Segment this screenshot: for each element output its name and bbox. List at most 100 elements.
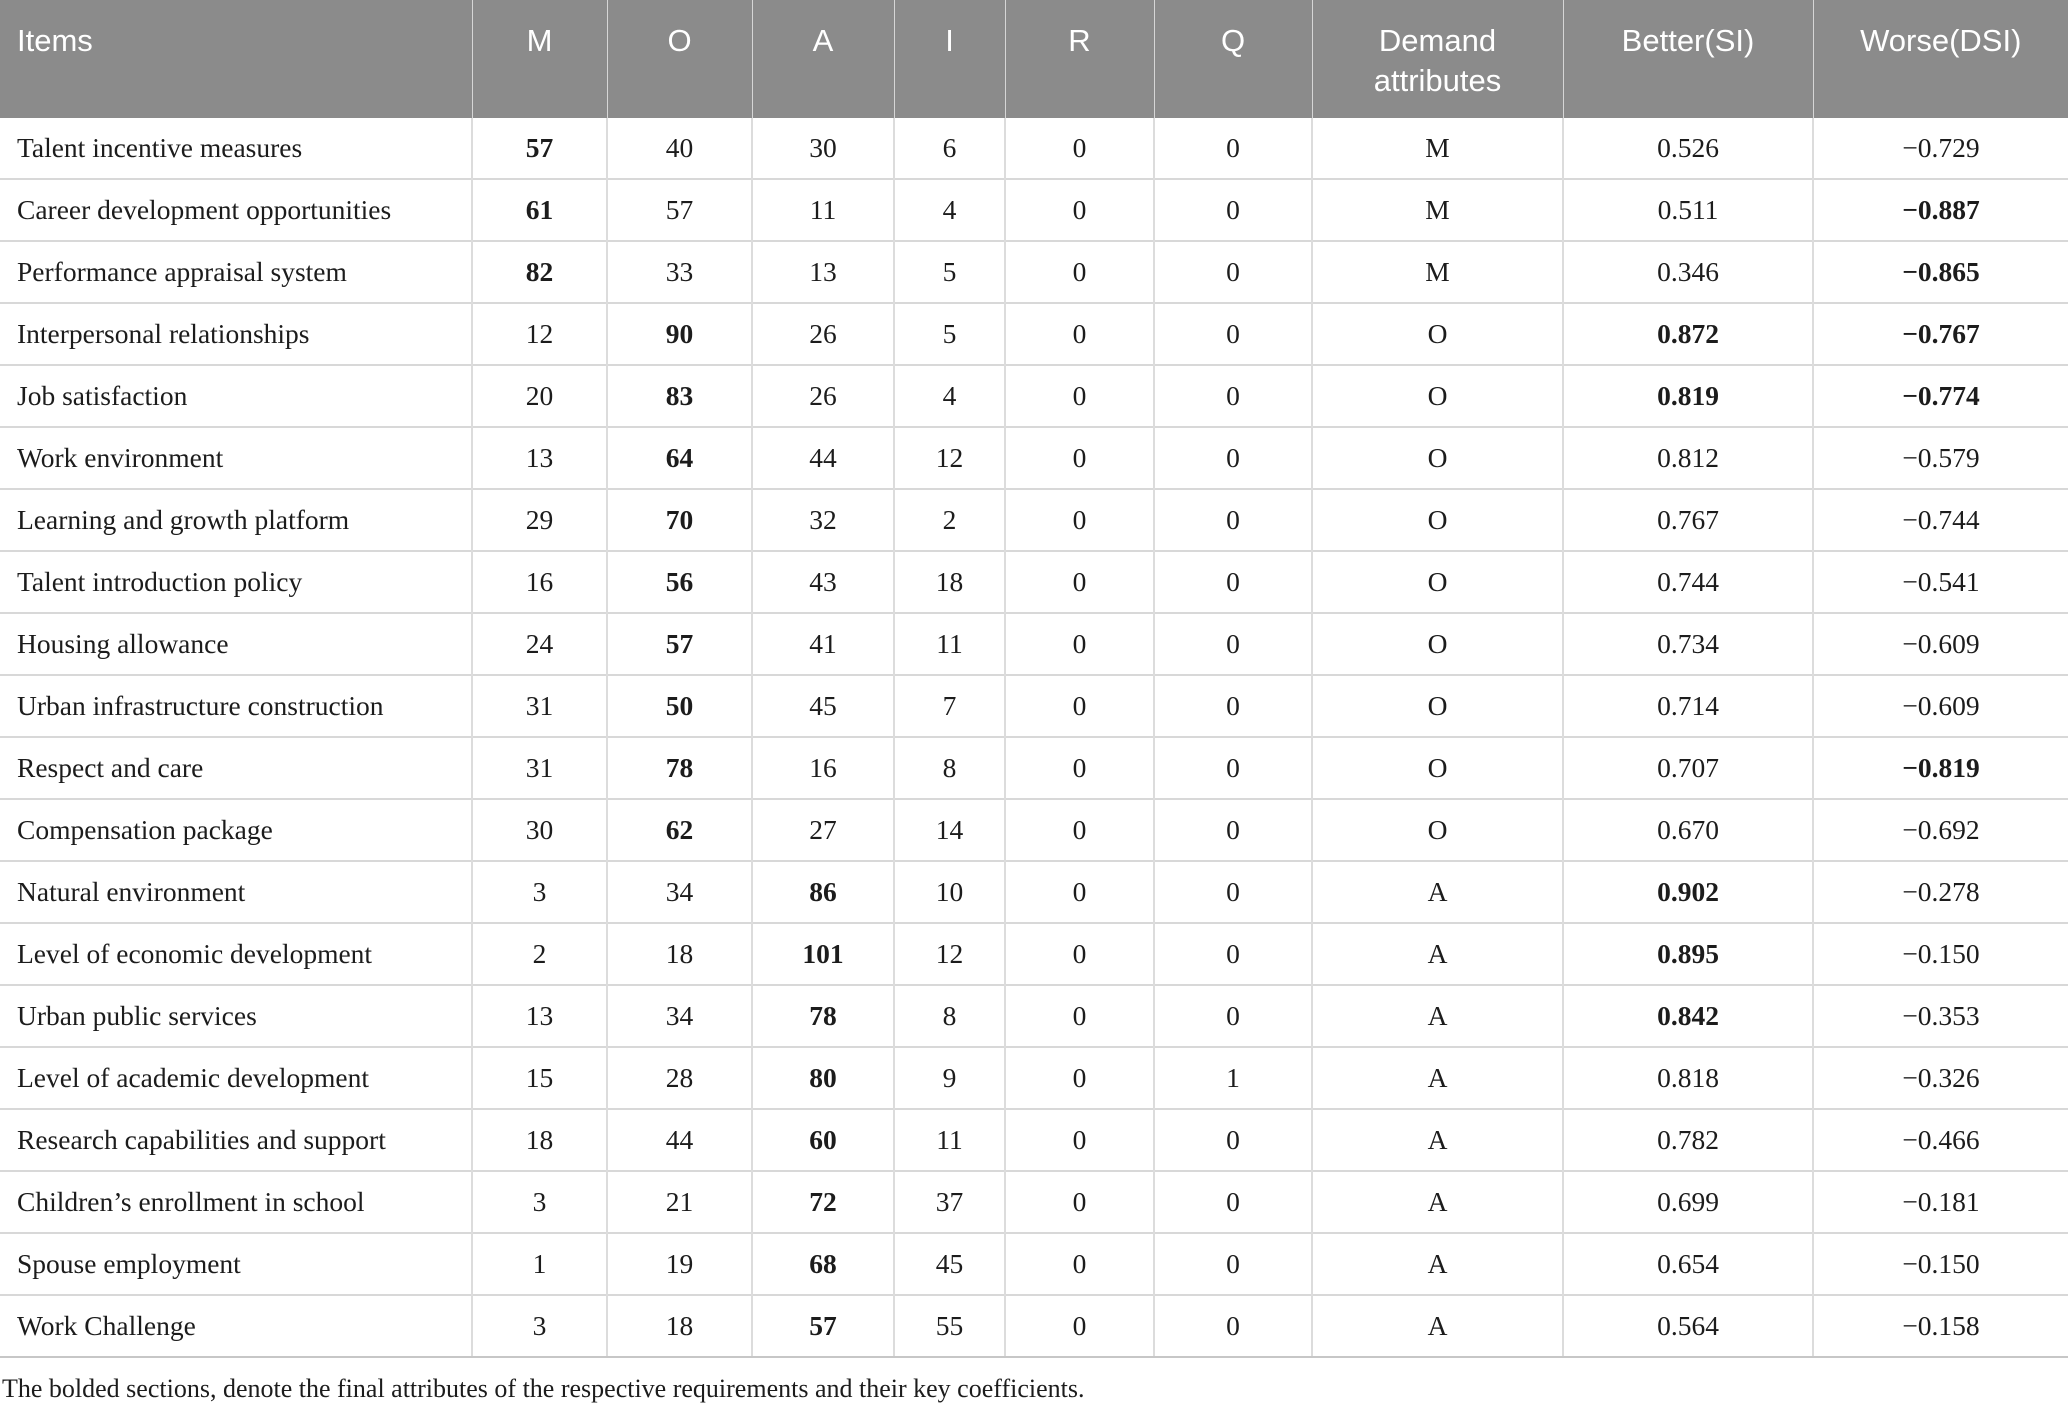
cell-a: 72 xyxy=(751,1170,894,1233)
cell-a: 13 xyxy=(751,240,894,303)
column-header-q: Q xyxy=(1153,0,1312,118)
cell-attr: M xyxy=(1311,178,1563,241)
cell-attr: M xyxy=(1311,240,1563,303)
cell-i: 8 xyxy=(893,984,1005,1047)
cell-attr: O xyxy=(1311,488,1563,551)
cell-i: 9 xyxy=(893,1046,1005,1109)
table-row: Learning and growth platform 29 70 32 2 0 0 O 0.… xyxy=(0,488,2068,551)
cell-r: 0 xyxy=(1004,922,1154,985)
column-header-demand-attributes: Demand attributes xyxy=(1311,0,1563,118)
cell-i: 11 xyxy=(893,612,1005,675)
cell-a: 32 xyxy=(751,488,894,551)
cell-attr: A xyxy=(1311,860,1563,923)
cell-item: Housing allowance xyxy=(0,612,472,675)
cell-m: 20 xyxy=(471,364,607,427)
cell-q: 0 xyxy=(1153,118,1312,179)
cell-a: 45 xyxy=(751,674,894,737)
cell-o: 83 xyxy=(606,364,752,427)
cell-a: 26 xyxy=(751,302,894,365)
cell-worse: −0.541 xyxy=(1812,550,2068,613)
cell-better: 0.744 xyxy=(1562,550,1813,613)
cell-a: 43 xyxy=(751,550,894,613)
cell-better: 0.564 xyxy=(1562,1294,1813,1358)
cell-better: 0.872 xyxy=(1562,302,1813,365)
cell-q: 0 xyxy=(1153,1294,1312,1358)
cell-o: 19 xyxy=(606,1232,752,1295)
cell-attr: O xyxy=(1311,550,1563,613)
cell-better: 0.511 xyxy=(1562,178,1813,241)
cell-i: 4 xyxy=(893,178,1005,241)
cell-o: 28 xyxy=(606,1046,752,1109)
cell-m: 13 xyxy=(471,426,607,489)
cell-q: 0 xyxy=(1153,488,1312,551)
cell-i: 18 xyxy=(893,550,1005,613)
table-row: Spouse employment 1 19 68 45 0 0 A 0.654 −0.150 xyxy=(0,1232,2068,1295)
cell-r: 0 xyxy=(1004,1232,1154,1295)
cell-attr: A xyxy=(1311,922,1563,985)
cell-attr: A xyxy=(1311,1108,1563,1171)
cell-i: 10 xyxy=(893,860,1005,923)
cell-a: 26 xyxy=(751,364,894,427)
cell-i: 5 xyxy=(893,302,1005,365)
cell-a: 41 xyxy=(751,612,894,675)
cell-m: 29 xyxy=(471,488,607,551)
cell-attr: A xyxy=(1311,1046,1563,1109)
cell-q: 0 xyxy=(1153,364,1312,427)
cell-worse: −0.774 xyxy=(1812,364,2068,427)
cell-i: 2 xyxy=(893,488,1005,551)
cell-better: 0.818 xyxy=(1562,1046,1813,1109)
cell-q: 0 xyxy=(1153,798,1312,861)
cell-worse: −0.181 xyxy=(1812,1170,2068,1233)
table-row: Talent introduction policy 16 56 43 18 0 0 O 0.7… xyxy=(0,550,2068,613)
cell-q: 0 xyxy=(1153,302,1312,365)
cell-m: 18 xyxy=(471,1108,607,1171)
cell-o: 90 xyxy=(606,302,752,365)
cell-r: 0 xyxy=(1004,984,1154,1047)
cell-item: Research capabilities and support xyxy=(0,1108,472,1171)
cell-r: 0 xyxy=(1004,118,1154,179)
cell-i: 37 xyxy=(893,1170,1005,1233)
cell-m: 1 xyxy=(471,1232,607,1295)
table-row: Interpersonal relationships 12 90 26 5 0 0 O 0.8… xyxy=(0,302,2068,365)
cell-a: 80 xyxy=(751,1046,894,1109)
column-header-r: R xyxy=(1004,0,1154,118)
cell-m: 12 xyxy=(471,302,607,365)
cell-worse: −0.326 xyxy=(1812,1046,2068,1109)
cell-i: 6 xyxy=(893,118,1005,179)
cell-q: 0 xyxy=(1153,984,1312,1047)
cell-item: Respect and care xyxy=(0,736,472,799)
column-header-m: M xyxy=(471,0,607,118)
cell-o: 34 xyxy=(606,860,752,923)
cell-attr: M xyxy=(1311,118,1563,179)
cell-better: 0.714 xyxy=(1562,674,1813,737)
cell-i: 5 xyxy=(893,240,1005,303)
table-row: Work environment 13 64 44 12 0 0 O 0.812 −0.579 xyxy=(0,426,2068,489)
cell-r: 0 xyxy=(1004,178,1154,241)
cell-m: 16 xyxy=(471,550,607,613)
cell-o: 40 xyxy=(606,118,752,179)
column-header-better-si: Better(SI) xyxy=(1562,0,1813,118)
cell-o: 34 xyxy=(606,984,752,1047)
cell-item: Performance appraisal system xyxy=(0,240,472,303)
cell-better: 0.767 xyxy=(1562,488,1813,551)
cell-r: 0 xyxy=(1004,674,1154,737)
table-row: Research capabilities and support 18 44 60 1… xyxy=(0,1108,2068,1171)
cell-better: 0.782 xyxy=(1562,1108,1813,1171)
cell-q: 0 xyxy=(1153,612,1312,675)
cell-i: 45 xyxy=(893,1232,1005,1295)
cell-m: 57 xyxy=(471,118,607,179)
cell-r: 0 xyxy=(1004,488,1154,551)
column-header-o: O xyxy=(606,0,752,118)
cell-better: 0.842 xyxy=(1562,984,1813,1047)
cell-q: 0 xyxy=(1153,1232,1312,1295)
cell-better: 0.734 xyxy=(1562,612,1813,675)
cell-better: 0.895 xyxy=(1562,922,1813,985)
cell-better: 0.346 xyxy=(1562,240,1813,303)
cell-worse: −0.729 xyxy=(1812,118,2068,179)
cell-i: 8 xyxy=(893,736,1005,799)
cell-i: 7 xyxy=(893,674,1005,737)
cell-better: 0.707 xyxy=(1562,736,1813,799)
cell-worse: −0.865 xyxy=(1812,240,2068,303)
cell-attr: A xyxy=(1311,1170,1563,1233)
